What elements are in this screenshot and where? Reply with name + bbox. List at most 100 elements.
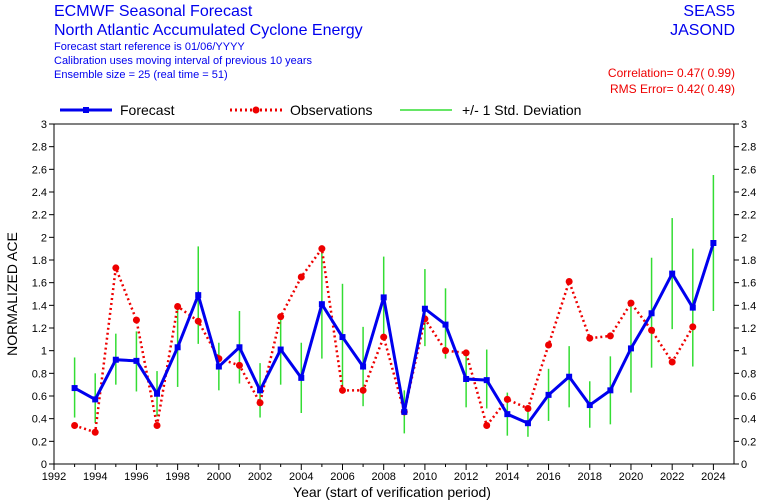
observation-point — [586, 334, 594, 342]
ensemble-size-info: Ensemble size = 25 (real time = 51) — [54, 69, 228, 81]
forecast-point — [627, 345, 634, 352]
forecast-point — [339, 334, 346, 341]
forecast-point — [71, 385, 78, 392]
observation-point — [503, 395, 511, 403]
x-axis-label: Year (start of verification period) — [293, 484, 491, 500]
forecast-point — [648, 310, 655, 317]
legend-forecast-marker — [83, 107, 89, 113]
x-tick-label: 2008 — [371, 471, 395, 483]
observation-point — [668, 358, 676, 366]
forecast-point — [360, 363, 367, 370]
observation-point — [359, 386, 367, 394]
y-tick-label-left: 1.8 — [32, 255, 47, 267]
x-tick-label: 2024 — [701, 471, 725, 483]
observation-point — [277, 313, 285, 321]
observation-point — [194, 317, 202, 325]
observation-point — [689, 323, 697, 331]
x-tick-label: 2022 — [660, 471, 684, 483]
y-tick-label-left: 0.4 — [32, 414, 47, 426]
y-tick-label-right: 1.2 — [741, 323, 756, 335]
observation-point — [71, 421, 79, 429]
forecast-point — [154, 390, 161, 397]
y-tick-label-left: 1.2 — [32, 323, 47, 335]
observation-point — [565, 278, 573, 286]
y-tick-label-right: 3 — [741, 119, 747, 131]
plot-frame — [53, 123, 735, 465]
forecast-point — [257, 387, 264, 394]
observation-point — [442, 347, 450, 355]
chart-title: ECMWF Seasonal Forecast — [54, 3, 253, 20]
calibration-info: Calibration uses moving interval of prev… — [54, 55, 313, 67]
forecast-point — [566, 373, 573, 380]
x-tick-label: 2006 — [330, 471, 354, 483]
observation-point — [174, 302, 182, 310]
y-tick-label-left: 3 — [41, 119, 47, 131]
axes: 0 0 0.2 0.2 0.4 0.4 0.6 0.6 0.8 0.8 1 1 1.2 1.2 1.4 1.4… — [32, 119, 757, 483]
observation-point — [256, 399, 264, 407]
x-tick-label: 2014 — [495, 471, 519, 483]
y-tick-label-left: 0 — [41, 459, 47, 471]
y-tick-label-left: 0.6 — [32, 391, 47, 403]
x-tick-label: 2000 — [207, 471, 231, 483]
forecast-point — [277, 346, 284, 353]
observation-point — [483, 421, 491, 429]
forecast-point — [483, 377, 490, 384]
forecast-point — [112, 356, 119, 363]
y-tick-label-right: 2 — [741, 232, 747, 244]
season-label: JASOND — [670, 22, 735, 39]
forecast-point — [689, 304, 696, 311]
observation-point — [132, 316, 140, 324]
y-tick-label-left: 2.8 — [32, 142, 47, 154]
chart-subtitle: North Atlantic Accumulated Cyclone Energ… — [54, 22, 363, 39]
observation-point — [606, 332, 614, 340]
forecast-start-info: Forecast start reference is 01/06/YYYY — [54, 41, 245, 53]
y-tick-label-right: 1 — [741, 346, 747, 358]
observation-point — [545, 341, 553, 349]
x-tick-label: 2004 — [289, 471, 313, 483]
forecast-point — [401, 408, 408, 415]
x-tick-label: 1992 — [42, 471, 66, 483]
x-tick-label: 2020 — [619, 471, 643, 483]
y-tick-label-right: 0.2 — [741, 436, 756, 448]
observation-point — [235, 361, 243, 369]
forecast-point — [236, 344, 243, 351]
y-tick-label-right: 2.6 — [741, 164, 756, 176]
forecast-line — [73, 242, 715, 426]
observation-point — [91, 428, 99, 436]
observation-point — [318, 245, 326, 253]
correlation-stat: Correlation= 0.47( 0.99) — [607, 66, 735, 80]
y-tick-label-right: 0 — [741, 459, 747, 471]
observation-point — [648, 326, 656, 334]
observation-point — [462, 349, 470, 357]
y-tick-label-left: 1.4 — [32, 300, 47, 312]
system-label: SEAS5 — [683, 3, 735, 20]
y-tick-label-left: 2.4 — [32, 187, 47, 199]
y-tick-label-right: 0.4 — [741, 414, 756, 426]
observation-point — [297, 273, 305, 281]
y-tick-label-left: 2 — [41, 232, 47, 244]
forecast-series — [71, 240, 717, 427]
forecast-point — [442, 321, 449, 328]
observation-point — [338, 386, 346, 394]
rms-error-stat: RMS Error= 0.42( 0.49) — [609, 82, 735, 96]
y-tick-label-right: 1.4 — [741, 300, 756, 312]
y-tick-label-left: 0.8 — [32, 368, 47, 380]
x-tick-label: 1996 — [124, 471, 148, 483]
forecast-point — [524, 420, 531, 427]
forecast-point — [92, 396, 99, 403]
legend-observations-label: Observations — [290, 102, 372, 118]
forecast-point — [463, 376, 470, 382]
observation-point — [524, 404, 532, 412]
y-tick-label-right: 1.8 — [741, 255, 756, 267]
legend: Forecast Observations +/- 1 Std. Deviati… — [60, 102, 581, 118]
std-dev-bars — [73, 175, 715, 437]
forecast-point — [504, 411, 511, 418]
x-tick-label: 2002 — [248, 471, 272, 483]
forecast-point — [174, 344, 181, 351]
observation-point — [627, 299, 635, 307]
y-tick-label-left: 0.2 — [32, 436, 47, 448]
forecast-point — [586, 402, 593, 409]
observation-point — [153, 421, 161, 429]
observation-point — [380, 333, 388, 341]
